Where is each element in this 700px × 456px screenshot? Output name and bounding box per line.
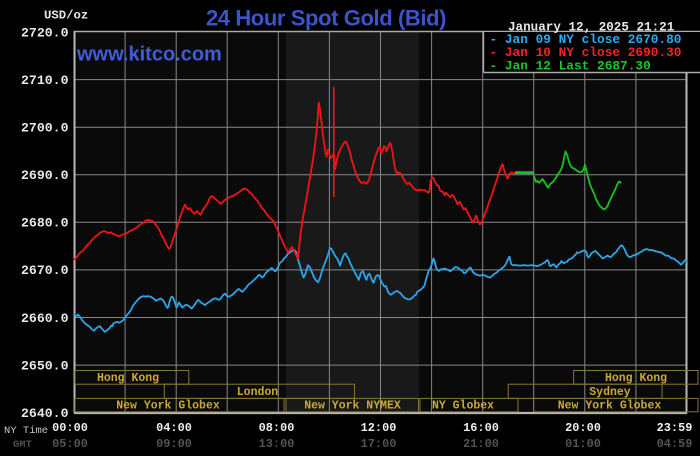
svg-text:13:00: 13:00 xyxy=(259,437,295,451)
svg-text:USD/oz: USD/oz xyxy=(44,9,88,23)
svg-text:05:00: 05:00 xyxy=(52,437,88,451)
svg-text:New York Globex: New York Globex xyxy=(116,400,220,413)
svg-text:London: London xyxy=(237,386,279,399)
svg-text:January 12, 2025 21:21: January 12, 2025 21:21 xyxy=(508,21,675,35)
svg-text:23:59: 23:59 xyxy=(657,421,693,435)
svg-text:01:00: 01:00 xyxy=(565,437,601,451)
svg-text:21:00: 21:00 xyxy=(463,437,499,451)
svg-text:2720.0: 2720.0 xyxy=(21,25,69,40)
svg-text:00:00: 00:00 xyxy=(52,421,88,435)
svg-text:12:00: 12:00 xyxy=(361,421,397,435)
svg-text:New York NYMEX: New York NYMEX xyxy=(304,400,401,413)
svg-text:NY Time: NY Time xyxy=(4,425,48,437)
svg-text:Hong Kong: Hong Kong xyxy=(605,372,667,385)
svg-text:04:59: 04:59 xyxy=(657,437,693,451)
svg-text:17:00: 17:00 xyxy=(361,437,397,451)
svg-text:2670.0: 2670.0 xyxy=(21,263,69,278)
svg-text:2650.0: 2650.0 xyxy=(21,358,69,373)
svg-text:www.kitco.com: www.kitco.com xyxy=(76,44,222,66)
svg-text:- Jan 12 Last 2687.30: - Jan 12 Last 2687.30 xyxy=(490,58,651,73)
svg-text:New York Globex: New York Globex xyxy=(558,400,662,413)
svg-text:08:00: 08:00 xyxy=(259,421,295,435)
svg-text:2680.0: 2680.0 xyxy=(21,216,69,231)
svg-text:20:00: 20:00 xyxy=(565,421,601,435)
svg-text:2700.0: 2700.0 xyxy=(21,121,69,136)
svg-text:04:00: 04:00 xyxy=(156,421,192,435)
svg-text:Hong Kong: Hong Kong xyxy=(97,372,159,385)
svg-text:NY Globex: NY Globex xyxy=(432,400,494,413)
svg-text:2640.0: 2640.0 xyxy=(21,406,69,421)
svg-text:GMT: GMT xyxy=(13,439,32,451)
svg-text:2690.0: 2690.0 xyxy=(21,168,69,183)
svg-text:09:00: 09:00 xyxy=(156,437,192,451)
svg-text:2710.0: 2710.0 xyxy=(21,73,69,88)
svg-text:- Jan 10 NY close 2690.30: - Jan 10 NY close 2690.30 xyxy=(490,45,682,60)
svg-text:2660.0: 2660.0 xyxy=(21,311,69,326)
svg-text:- Jan 09 NY close 2670.80: - Jan 09 NY close 2670.80 xyxy=(490,32,682,47)
svg-text:16:00: 16:00 xyxy=(463,421,499,435)
svg-text:Sydney: Sydney xyxy=(589,386,631,399)
svg-text:24 Hour Spot Gold (Bid): 24 Hour Spot Gold (Bid) xyxy=(206,6,446,31)
